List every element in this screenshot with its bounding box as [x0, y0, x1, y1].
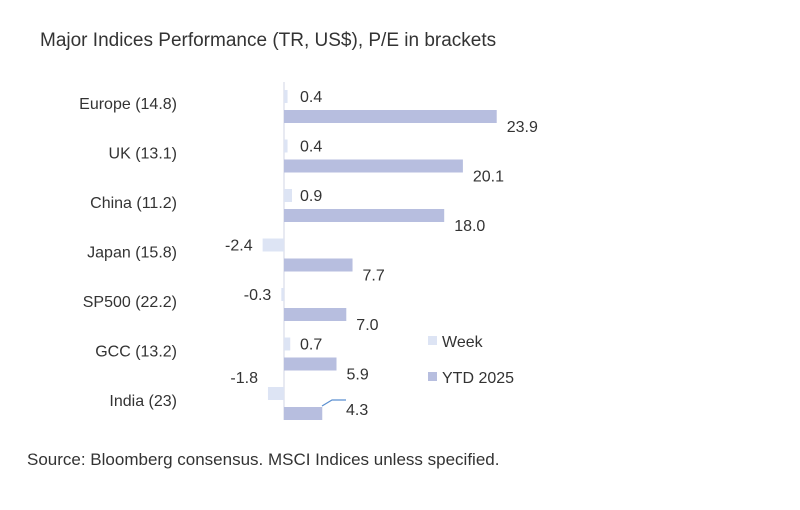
ytd-value-label: 20.1 [473, 169, 504, 186]
week-bar [284, 139, 288, 153]
ytd-bar [284, 308, 347, 321]
leader-line [321, 399, 346, 407]
week-value-label: 0.4 [300, 139, 322, 156]
category-label: Japan (15.8) [87, 245, 177, 262]
legend-swatch-week [428, 336, 437, 345]
category-label: UK (13.1) [109, 146, 177, 163]
ytd-bar [284, 110, 497, 123]
ytd-bar [284, 407, 323, 420]
ytd-bar [284, 258, 353, 272]
week-bar [267, 387, 284, 400]
week-value-label: 0.7 [300, 337, 322, 354]
source-note: Source: Bloomberg consensus. MSCI Indice… [27, 450, 500, 469]
week-value-label: 0.4 [300, 89, 322, 106]
category-label: China (11.2) [90, 195, 177, 212]
chart-title: Major Indices Performance (TR, US$), P/E… [40, 30, 497, 51]
legend-label-week: Week [442, 334, 484, 351]
category-label: India (23) [109, 393, 177, 410]
week-bar [281, 288, 284, 301]
ytd-value-label: 7.7 [363, 268, 385, 285]
week-value-label: -0.3 [244, 287, 272, 304]
ytd-value-label: 7.0 [356, 317, 378, 334]
week-value-label: -1.8 [230, 370, 258, 387]
category-label: SP500 (22.2) [83, 294, 177, 311]
week-bar [284, 189, 293, 202]
ytd-bar [284, 159, 463, 173]
week-value-label: -2.4 [225, 238, 253, 255]
ytd-value-label: 4.3 [346, 402, 368, 419]
ytd-value-label: 5.9 [347, 367, 369, 384]
week-bar [284, 337, 291, 351]
legend-swatch-ytd [428, 372, 437, 381]
ytd-bar [284, 209, 445, 222]
ytd-bar [284, 357, 337, 371]
category-label: Europe (14.8) [79, 96, 177, 113]
category-label: GCC (13.2) [95, 344, 177, 361]
ytd-value-label: 18.0 [454, 218, 485, 235]
legend-label-ytd: YTD 2025 [442, 370, 514, 387]
week-bar [284, 90, 288, 103]
week-bar [262, 238, 284, 252]
ytd-value-label: 23.9 [507, 119, 538, 136]
week-value-label: 0.9 [300, 188, 322, 205]
